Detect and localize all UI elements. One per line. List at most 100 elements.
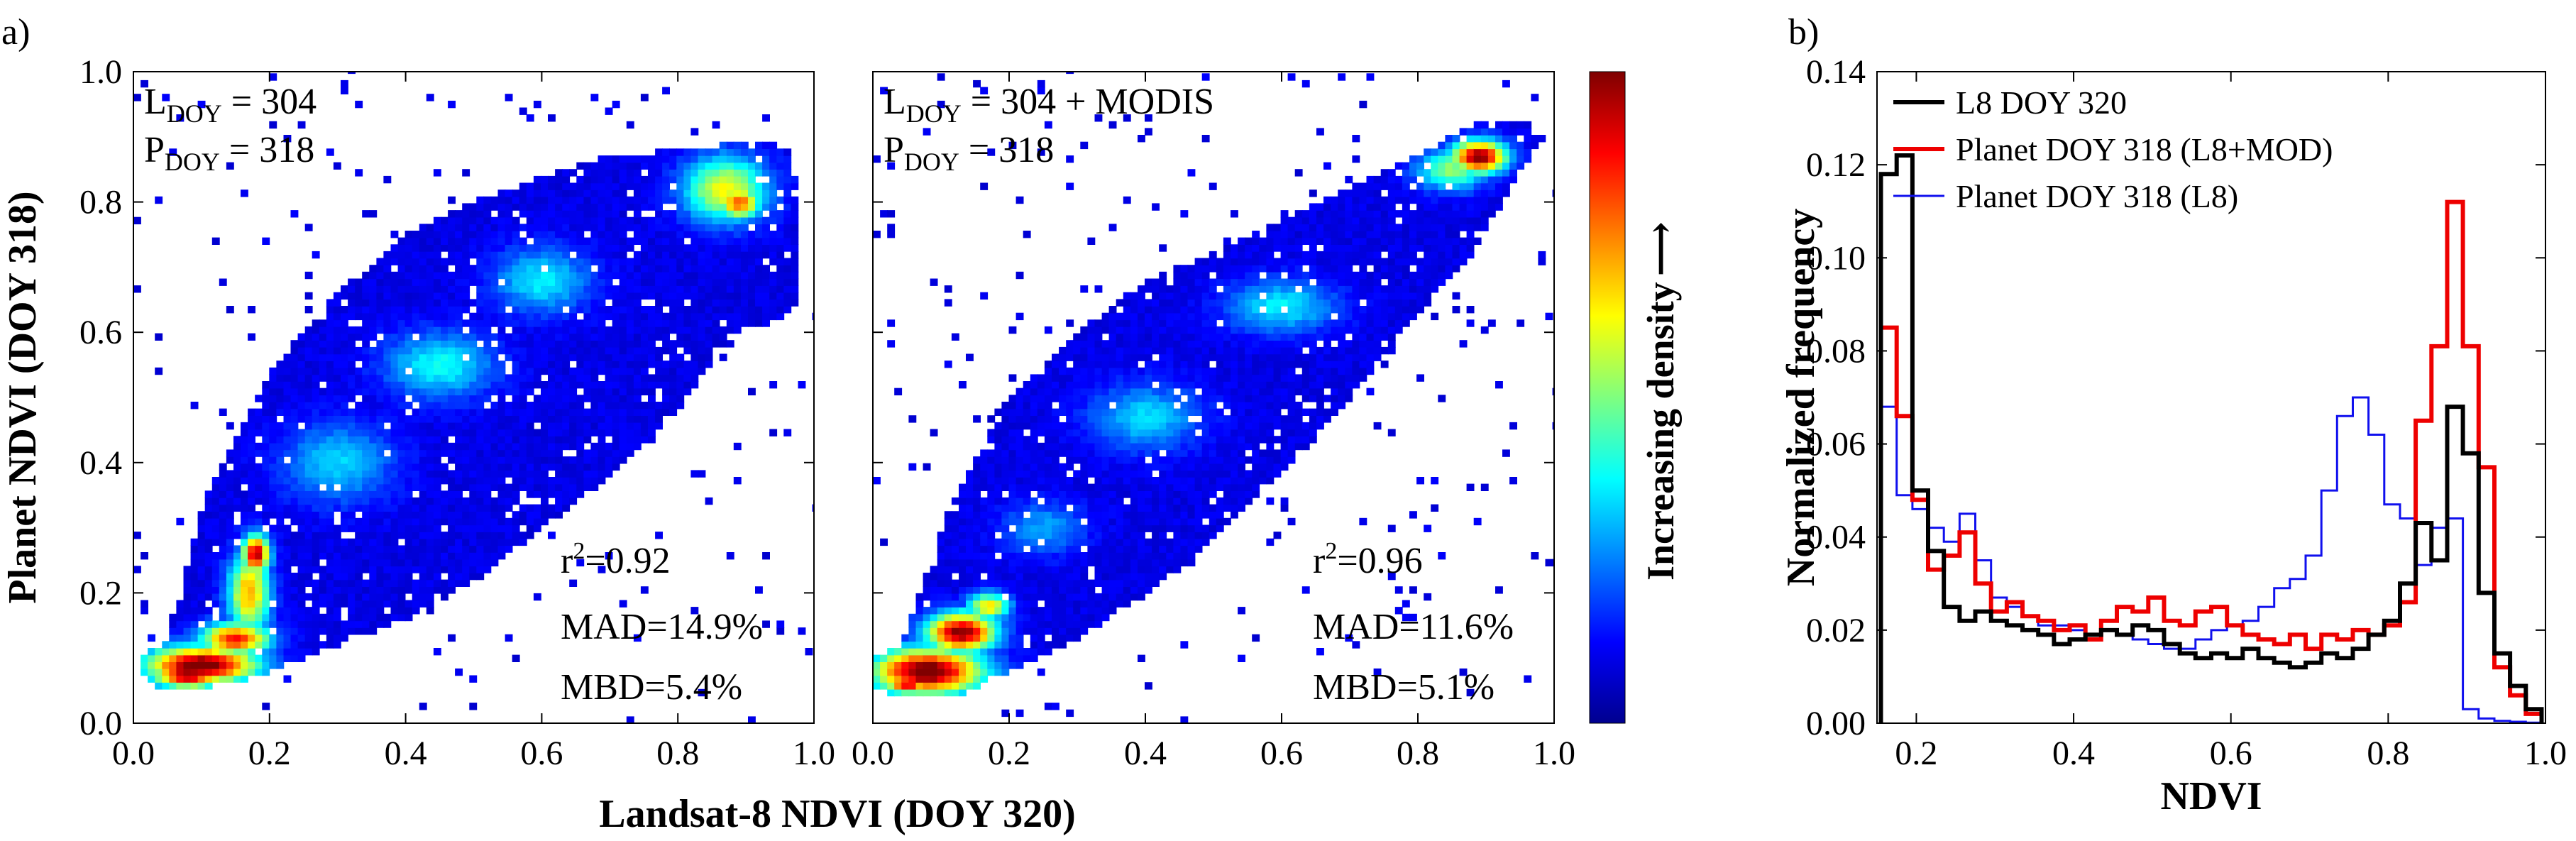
density-cell [973, 586, 981, 594]
density-cell [719, 340, 727, 348]
density-cell [426, 559, 434, 567]
density-cell [533, 271, 541, 280]
density-cell [412, 497, 420, 505]
density-cell [1080, 620, 1089, 628]
density-cell [1052, 504, 1059, 512]
density-cell [1066, 402, 1074, 409]
density-cell [283, 490, 292, 498]
density-cell [612, 189, 620, 197]
density-cell [755, 299, 763, 307]
density-cell [341, 483, 348, 491]
density-cell [383, 600, 392, 608]
density-cell [526, 387, 534, 396]
density-cell [598, 189, 606, 197]
density-cell [1015, 517, 1024, 526]
density-cell [690, 340, 699, 348]
density-cell [705, 224, 713, 231]
density-cell [1066, 422, 1074, 430]
density-cell [690, 333, 699, 341]
density-cell [433, 381, 441, 389]
density-cell [512, 326, 520, 334]
density-cell [248, 566, 255, 573]
density-cell [733, 477, 742, 485]
density-cell [469, 483, 478, 491]
density-cell [1052, 511, 1059, 519]
density-cell [1080, 593, 1089, 601]
density-cell [290, 538, 299, 546]
density-cell [1087, 538, 1096, 546]
density-cell [197, 511, 206, 519]
density-cell [455, 545, 463, 553]
density-cell [633, 189, 642, 197]
density-cell [662, 278, 670, 286]
density-cell [980, 648, 989, 656]
density-cell [915, 661, 924, 669]
density-cell [290, 600, 299, 608]
density-cell [319, 490, 327, 498]
density-cell [241, 641, 248, 649]
density-cell [1052, 641, 1059, 649]
density-cell [548, 210, 556, 218]
density-cell [1123, 483, 1131, 491]
density-cell [1066, 634, 1074, 642]
density-cell [462, 538, 470, 546]
density-cell [1073, 408, 1081, 416]
density-cell [441, 408, 448, 416]
density-cell [319, 456, 327, 464]
density-cell [783, 216, 792, 225]
density-cell [1044, 511, 1052, 519]
density-cell [690, 216, 699, 225]
density-cell [497, 395, 506, 402]
density-cell [583, 306, 592, 314]
density-cell [441, 517, 448, 526]
density-cell [1108, 483, 1117, 491]
density-cell [1037, 593, 1045, 601]
density-cell [233, 654, 241, 662]
density-cell [397, 346, 406, 355]
density-cell [390, 278, 399, 286]
density-cell [519, 463, 527, 471]
density-cell [1037, 87, 1045, 94]
density-cell [748, 162, 756, 170]
density-cell [376, 436, 385, 444]
density-cell [448, 292, 456, 300]
density-cell [526, 456, 534, 464]
density-cell [733, 312, 742, 321]
density-cell [233, 545, 241, 553]
density-cell [590, 395, 599, 402]
density-cell [791, 244, 799, 252]
density-cell [326, 641, 334, 649]
density-cell [655, 374, 663, 382]
density-cell [505, 203, 513, 211]
density-cell [1073, 634, 1081, 642]
density-cell [319, 326, 327, 334]
density-cell [476, 511, 485, 519]
density-cell [1015, 456, 1024, 464]
density-cell [1059, 511, 1067, 519]
density-cell [204, 572, 213, 581]
density-cell [326, 456, 334, 464]
density-cell [812, 504, 814, 512]
density-cell [633, 408, 642, 416]
density-cell [1123, 367, 1131, 375]
density-cell [376, 483, 385, 491]
density-cell [590, 353, 599, 361]
density-cell [312, 436, 320, 444]
density-cell [598, 292, 606, 300]
density-cell [269, 483, 277, 491]
density-cell [951, 538, 959, 546]
density-cell [1116, 449, 1124, 457]
density-cell [397, 333, 406, 341]
density-cell [483, 429, 492, 436]
density-cell [476, 470, 485, 478]
density-cell [419, 517, 427, 526]
density-cell [980, 661, 989, 669]
density-cell [211, 532, 220, 539]
density-cell [505, 497, 513, 505]
density-cell [241, 422, 248, 430]
density-cell [690, 224, 699, 231]
density-cell [526, 182, 534, 190]
density-cell [476, 381, 485, 389]
density-cell [791, 251, 799, 259]
density-cell [333, 552, 341, 560]
